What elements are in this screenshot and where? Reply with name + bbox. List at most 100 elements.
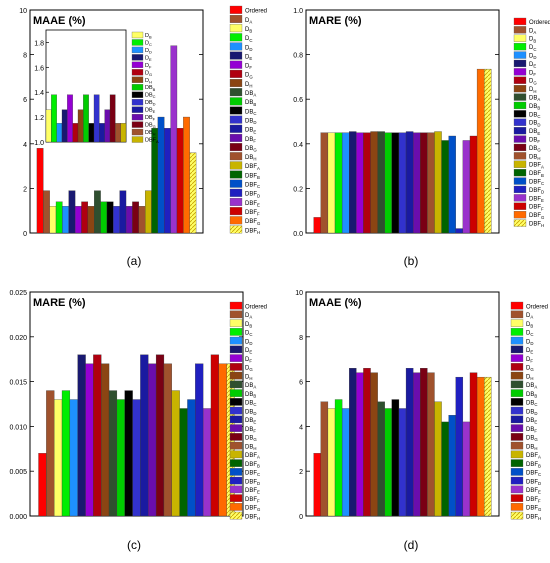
inset-bar-db-b — [83, 94, 89, 143]
legend-label: DG — [145, 70, 152, 77]
legend-swatch — [513, 51, 527, 59]
legend-label: DBE — [245, 128, 256, 135]
legend-swatch — [510, 494, 524, 502]
legend-label: DBB — [526, 392, 537, 399]
legend-swatch — [510, 336, 524, 345]
bar-db-f — [413, 372, 421, 517]
legend-label: DBFD — [526, 479, 541, 486]
legend-label: DA — [529, 28, 536, 35]
legend-swatch — [229, 143, 243, 152]
inset-legend-swatch — [131, 46, 144, 54]
inset-legend-swatch — [131, 69, 144, 76]
y-tick-label: 0.2 — [293, 186, 303, 193]
y-tick-label: 10 — [295, 290, 303, 297]
legend-swatch — [229, 79, 243, 87]
panel-label-b: (b) — [404, 254, 419, 268]
bar-dbf-c — [448, 415, 456, 517]
legend-swatch — [229, 503, 243, 511]
inset-bar-d-d — [56, 123, 63, 143]
legend-label: DD — [526, 339, 533, 346]
bar-d-c — [61, 390, 71, 517]
bar-db-h — [138, 206, 146, 234]
legend-label: DBFH — [529, 222, 544, 229]
legend-label: DBC — [529, 112, 540, 119]
bar-d-e — [349, 368, 357, 517]
legend-swatch — [229, 33, 243, 42]
legend-label: DBFB — [529, 171, 544, 178]
bar-d-d — [69, 399, 78, 517]
bar-db-d — [398, 132, 407, 234]
legend-swatch — [513, 211, 527, 219]
legend-swatch — [229, 468, 243, 476]
legend-label: DBD — [526, 409, 537, 416]
inset-legend-swatch — [131, 121, 144, 128]
legend-label: DBF — [245, 427, 256, 434]
legend-swatch — [510, 503, 524, 511]
legend-label: DBG — [529, 146, 541, 153]
y-tick-label: 4 — [299, 424, 303, 431]
inset-bar-db-g — [109, 94, 116, 143]
legend-swatch — [513, 143, 527, 152]
legend-label: DBH — [529, 154, 540, 161]
legend-label: DBA — [529, 96, 540, 103]
legend-swatch — [229, 398, 243, 406]
legend-label: DE — [245, 54, 252, 61]
legend-swatch — [510, 380, 524, 389]
bar-dbf-e — [462, 140, 471, 234]
legend-swatch — [229, 42, 243, 51]
legend-label: DD — [145, 48, 152, 55]
legend-label: DBE — [145, 108, 156, 115]
legend-swatch — [513, 93, 527, 101]
legend-label: DC — [145, 40, 152, 47]
inset-y-tick-label: 1.8 — [34, 40, 44, 47]
legend-swatch — [513, 152, 527, 160]
legend: OrderedDADBDCDDDEDFDGDHDBADBBDBCDBDDBEDB… — [229, 301, 267, 521]
bar-d-c — [55, 201, 63, 234]
legend-swatch — [229, 88, 243, 97]
legend-label: Ordered — [529, 20, 550, 26]
bar-dbf-h — [484, 376, 492, 517]
y-tick-label: 0.4 — [293, 142, 303, 149]
legend-label: DBFF — [245, 497, 260, 504]
legend-label: DBE — [529, 129, 540, 136]
legend-swatch — [229, 14, 243, 23]
legend-label: DBC — [245, 401, 256, 408]
legend-swatch — [510, 511, 524, 520]
legend-swatch — [229, 197, 243, 206]
legend-swatch — [510, 310, 524, 319]
bar-db-f — [148, 363, 157, 517]
legend-label: DBA — [245, 91, 256, 98]
legend-label: DBF — [245, 137, 256, 144]
bar-d-b — [54, 399, 63, 517]
legend-swatch — [229, 133, 243, 142]
bar-db-b — [100, 201, 108, 234]
legend-swatch — [510, 398, 524, 406]
y-tick-label: 6 — [299, 380, 303, 387]
legend-label: DBFE — [529, 196, 544, 203]
legend-label: DH — [245, 82, 252, 89]
bar-db-a — [377, 401, 385, 517]
inset-legend-swatch — [131, 84, 144, 91]
legend-swatch — [510, 450, 524, 459]
inset-chart: 1.01.21.41.61.8DBDCDDDEDFDGDHDBBDBCDBDDB… — [34, 29, 159, 147]
bar-db-d — [113, 206, 120, 234]
legend-label: DBC — [145, 93, 156, 100]
bar-dbf-c — [187, 399, 196, 517]
bar-db-g — [420, 132, 428, 234]
legend-swatch — [229, 450, 243, 459]
legend-label: DA — [245, 313, 252, 320]
bar-ordered — [313, 217, 321, 234]
bar-d-h — [370, 131, 378, 234]
legend: OrderedDADBDCDDDEDFDGDHDBADBBDBCDBDDBEDB… — [229, 5, 267, 235]
bar-dbf-b — [441, 421, 449, 517]
legend-swatch — [510, 371, 524, 380]
legend-swatch — [229, 415, 243, 424]
bar-d-e — [349, 131, 357, 234]
bar-d-a — [320, 132, 329, 234]
legend-label: DA — [245, 18, 252, 25]
y-tick-label: 6 — [23, 97, 27, 104]
legend-swatch — [229, 441, 243, 450]
bar-db-h — [427, 372, 435, 517]
